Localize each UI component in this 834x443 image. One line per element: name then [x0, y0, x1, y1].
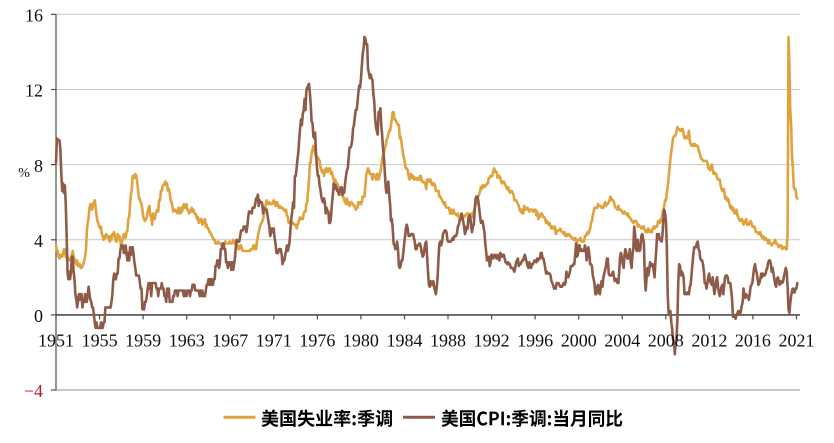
svg-text:1967: 1967 — [212, 331, 248, 351]
svg-text:1955: 1955 — [82, 331, 118, 351]
svg-text:%: % — [18, 166, 30, 181]
svg-text:1959: 1959 — [125, 331, 161, 351]
svg-text:1971: 1971 — [256, 331, 292, 351]
svg-text:1984: 1984 — [387, 331, 423, 351]
svg-text:1996: 1996 — [517, 331, 553, 351]
svg-text:2016: 2016 — [735, 331, 771, 351]
svg-text:1992: 1992 — [474, 331, 510, 351]
svg-text:16: 16 — [25, 6, 43, 26]
svg-text:2012: 2012 — [691, 331, 727, 351]
svg-text:2008: 2008 — [648, 331, 684, 351]
svg-text:12: 12 — [25, 81, 43, 101]
svg-text:4: 4 — [34, 231, 43, 251]
svg-text:8: 8 — [34, 156, 43, 176]
svg-text:1963: 1963 — [169, 331, 205, 351]
svg-text:1976: 1976 — [299, 331, 335, 351]
svg-text:1980: 1980 — [343, 331, 379, 351]
svg-text:2004: 2004 — [604, 331, 640, 351]
svg-text:−4: −4 — [24, 381, 43, 401]
svg-text:2021: 2021 — [779, 331, 815, 351]
svg-text:2000: 2000 — [561, 331, 597, 351]
svg-text:1951: 1951 — [38, 331, 74, 351]
svg-text:0: 0 — [34, 306, 43, 326]
svg-text:1988: 1988 — [430, 331, 466, 351]
